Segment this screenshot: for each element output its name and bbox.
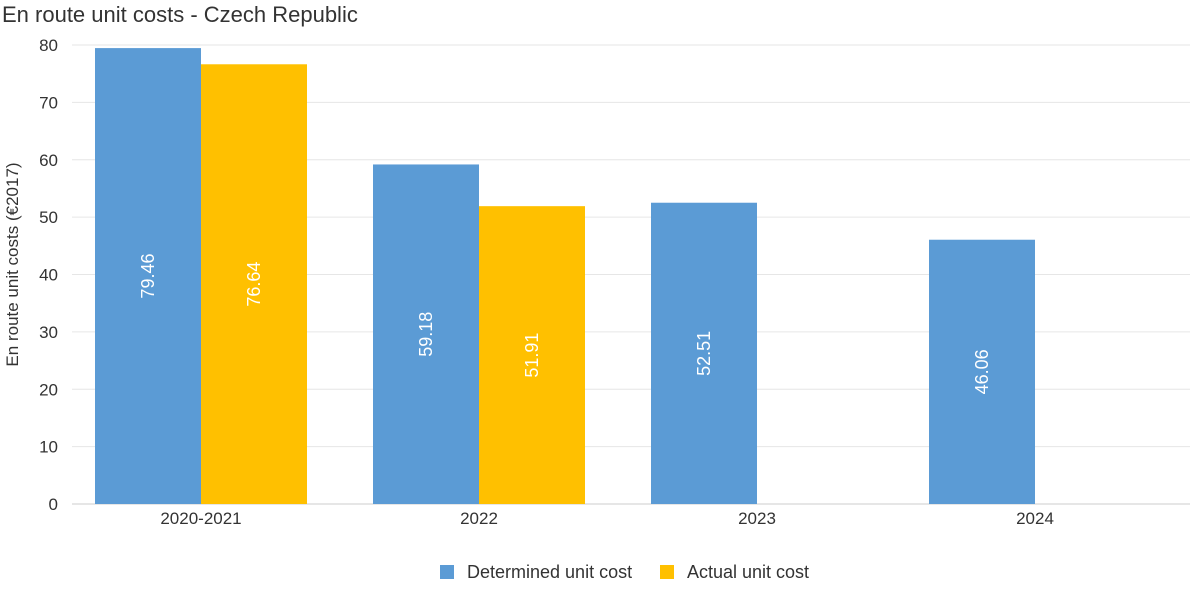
bar-data-label: 79.46: [138, 254, 158, 299]
y-tick-label: 40: [39, 266, 58, 285]
x-tick-label: 2020-2021: [160, 509, 241, 528]
legend-label: Determined unit cost: [467, 562, 632, 582]
bar: [479, 206, 585, 504]
y-tick-label: 0: [49, 495, 58, 514]
x-axis-ticks: 2020-2021 2022 2023 2024: [160, 509, 1054, 528]
chart-title: En route unit costs - Czech Republic: [2, 2, 358, 27]
x-tick-label: 2022: [460, 509, 498, 528]
x-tick-label: 2023: [738, 509, 776, 528]
bar: [651, 202, 757, 504]
bar: [373, 164, 479, 504]
legend-label: Actual unit cost: [687, 562, 809, 582]
bar-data-label: 76.64: [244, 262, 264, 307]
y-axis-ticks: 0 10 20 30 40 50 60 70 80: [39, 36, 58, 514]
legend-swatch: [440, 565, 454, 579]
bar-data-label: 59.18: [416, 312, 436, 357]
y-tick-label: 30: [39, 323, 58, 342]
bar: [95, 48, 201, 504]
bar: [201, 64, 307, 504]
y-tick-label: 20: [39, 380, 58, 399]
y-tick-label: 10: [39, 438, 58, 457]
bar: [929, 239, 1035, 504]
y-tick-label: 50: [39, 208, 58, 227]
y-tick-label: 70: [39, 93, 58, 112]
bar-data-label: 51.91: [522, 333, 542, 378]
legend: Determined unit cost Actual unit cost: [440, 562, 809, 582]
legend-swatch: [660, 565, 674, 579]
bars: 79.46 76.64 59.18 51.91 52.51 46.06: [95, 48, 1035, 504]
bar-data-label: 46.06: [972, 349, 992, 394]
x-tick-label: 2024: [1016, 509, 1054, 528]
y-axis-label: En route unit costs (€2017): [3, 162, 22, 366]
y-tick-label: 60: [39, 151, 58, 170]
bar-data-label: 52.51: [694, 331, 714, 376]
y-tick-label: 80: [39, 36, 58, 55]
